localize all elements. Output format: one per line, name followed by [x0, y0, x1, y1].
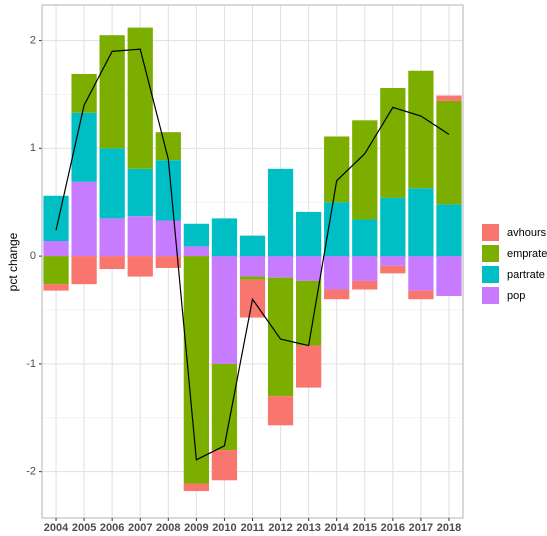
bar-segment	[296, 280, 322, 346]
legend-label: pop	[507, 290, 525, 302]
x-tick-label: 2014	[324, 522, 349, 534]
bar-segment	[352, 280, 378, 290]
legend-key	[482, 245, 499, 262]
x-tick-label: 2015	[353, 522, 377, 534]
bar-segment	[211, 256, 238, 364]
bar-segment	[127, 256, 153, 277]
bar-segment	[352, 256, 378, 281]
bar-segment	[43, 256, 69, 285]
x-tick-label: 2012	[268, 522, 292, 534]
x-tick-label: 2016	[381, 522, 405, 534]
bar-segment	[71, 112, 97, 182]
legend-key	[482, 224, 499, 241]
x-tick-label: 2017	[409, 522, 433, 534]
bar-segment	[71, 256, 97, 285]
bar-segment	[296, 211, 322, 257]
bar-segment	[99, 35, 125, 149]
bar-segment	[183, 246, 209, 257]
bar-segment	[408, 188, 434, 257]
x-tick-label: 2004	[44, 522, 69, 534]
bar-segment	[436, 204, 462, 257]
bar-segment	[436, 95, 462, 101]
bar-segment	[324, 136, 350, 203]
bar-segment	[352, 219, 378, 257]
bar-segment	[211, 218, 238, 257]
bar-segment	[267, 277, 294, 397]
y-axis-title: pct change	[6, 232, 20, 291]
x-tick-label: 2005	[72, 522, 96, 534]
bar-segment	[408, 290, 434, 300]
bar-segment	[408, 256, 434, 291]
bar-segment	[71, 181, 97, 257]
bar-segment	[296, 256, 322, 281]
x-tick-label: 2018	[437, 522, 461, 534]
bar-segment	[239, 256, 266, 277]
bar-segment	[43, 241, 69, 257]
x-tick-label: 2011	[241, 522, 265, 534]
bar-segment	[436, 100, 462, 205]
x-tick-label: 2010	[212, 522, 236, 534]
bar-segment	[99, 148, 125, 219]
legend-key	[482, 266, 499, 283]
x-tick-label: 2006	[100, 522, 124, 534]
legend-key	[482, 287, 499, 304]
bar-segment	[155, 132, 181, 161]
bar-segment	[155, 256, 181, 268]
x-tick-label: 2009	[184, 522, 208, 534]
bar-segment	[267, 256, 294, 278]
bar-segment	[380, 256, 406, 266]
bar-segment	[127, 216, 153, 257]
legend-label: emprate	[507, 248, 547, 260]
bar-segment	[127, 168, 153, 217]
y-tick-label: 1	[30, 142, 36, 154]
bar-segment	[436, 256, 462, 296]
legend-label: partrate	[507, 269, 545, 281]
bar-segment	[183, 483, 209, 492]
bar-segment	[183, 223, 209, 247]
y-tick-label: -1	[26, 358, 36, 370]
bar-segment	[211, 363, 238, 451]
bar-segment	[211, 450, 238, 481]
y-tick-label: -2	[26, 466, 36, 478]
bar-segment	[99, 218, 125, 257]
bar-segment	[380, 265, 406, 274]
x-tick-label: 2013	[296, 522, 320, 534]
bar-segment	[296, 345, 322, 388]
bar-segment	[155, 160, 181, 221]
bar-segment	[380, 197, 406, 257]
bar-segment	[267, 396, 294, 426]
y-tick-label: 0	[30, 250, 36, 262]
bar-segment	[99, 256, 125, 270]
bar-segment	[239, 235, 266, 257]
bar-segment	[408, 70, 434, 189]
x-tick-label: 2007	[128, 522, 152, 534]
legend-label: avhours	[507, 227, 547, 239]
bar-segment	[324, 256, 350, 290]
bar-segment	[324, 289, 350, 300]
bar-segment	[239, 276, 266, 280]
bar-segment	[352, 120, 378, 220]
line	[55, 48, 450, 461]
bar-segment	[43, 284, 69, 291]
x-tick-label: 2008	[156, 522, 180, 534]
bar-segment	[267, 168, 294, 257]
bar-segment	[380, 87, 406, 198]
bar-segment	[43, 195, 69, 242]
y-tick-label: 2	[30, 34, 36, 46]
